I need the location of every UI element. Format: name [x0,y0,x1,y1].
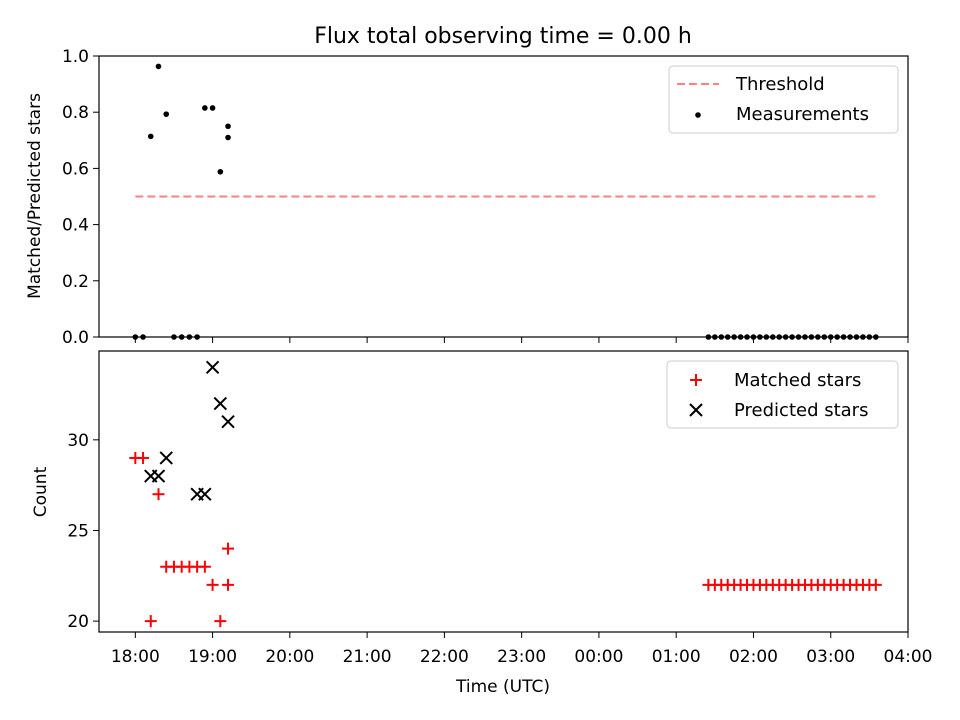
y-tick-label: 0.2 [62,272,89,292]
bottom-legend-box [666,360,899,429]
x-tick-label: 18:00 [111,647,160,667]
bottom-legend: Matched stars Predicted stars [666,360,899,429]
y-tick-label: 0.0 [62,328,89,348]
x-tick-label: 23:00 [497,647,546,667]
legend-measurements-label: Measurements [736,104,869,125]
measurement-point [217,168,224,175]
measurement-point [225,134,231,141]
measurement-point [209,105,216,111]
bottom-data-marks [129,360,882,628]
chart-title: Flux total observing time = 0.00 h [314,24,692,49]
x-tick-label: 01:00 [652,647,701,667]
top-data-marks [132,63,879,340]
bottom-x-ticks: 18:00 19:00 20:00 21:00 22:00 23:00 00:00 01:00… [111,632,933,667]
matched-star-point [137,451,150,464]
matched-star-point [144,615,157,628]
measurement-point [147,133,154,140]
legend-predicted-marker [689,403,703,417]
top-legend: Threshold Measurements [668,65,899,134]
matched-star-point [198,560,211,573]
y-tick-label: 0.6 [62,159,89,179]
legend-matched-marker [690,374,702,386]
top-y-axis-label: Matched/Predicted stars [25,93,45,299]
y-tick-label: 1.0 [62,47,89,67]
x-tick-label: 20:00 [265,647,314,667]
predicted-star-point [151,469,166,483]
bottom-y-axis-label: Count [31,466,51,517]
x-axis-label: Time (UTC) [455,677,550,697]
ratio-panel: Matched/Predicted stars 0.0 0.2 0.4 0.6 0.8 1… [25,47,909,348]
y-tick-label: 20 [67,612,89,632]
legend-measurements-marker [695,112,701,118]
predicted-star-point [159,451,173,465]
legend-threshold-label: Threshold [735,74,825,95]
x-tick-label: 03:00 [806,647,855,667]
x-tick-label: 19:00 [188,647,237,667]
x-tick-label: 02:00 [729,647,778,667]
measurement-point [202,105,208,111]
measurement-point [155,63,162,70]
legend-matched-label: Matched stars [734,370,861,391]
matched-star-point [214,615,227,628]
y-tick-label: 25 [67,521,89,541]
measurement-point [225,123,231,130]
matched-star-point [222,542,235,555]
y-tick-label: 0.4 [62,216,89,236]
predicted-star-point [198,487,212,501]
matched-star-point [869,578,882,591]
x-tick-label: 00:00 [574,647,623,667]
bottom-axes-frame [98,350,909,633]
y-tick-label: 0.8 [62,103,89,123]
matched-star-point [222,578,235,591]
top-axes-frame [98,55,909,338]
top-y-ticks: 0.0 0.2 0.4 0.6 0.8 1.0 [62,47,99,348]
bottom-y-ticks: 20 25 30 [67,431,99,632]
top-legend-box [668,65,899,134]
y-tick-label: 30 [67,431,89,451]
predicted-star-point [213,396,228,411]
predicted-star-point [221,414,235,429]
matched-star-point [152,488,165,501]
matched-star-point [206,578,219,591]
count-panel: Count 20 25 30 18:00 19:00 20:00 21:00 22:00 23… [31,350,933,667]
measurement-point [163,111,170,117]
x-tick-label: 21:00 [343,647,392,667]
legend-predicted-label: Predicted stars [734,400,868,421]
x-tick-label: 04:00 [884,647,933,667]
x-tick-label: 22:00 [420,647,469,667]
predicted-star-point [205,360,220,375]
